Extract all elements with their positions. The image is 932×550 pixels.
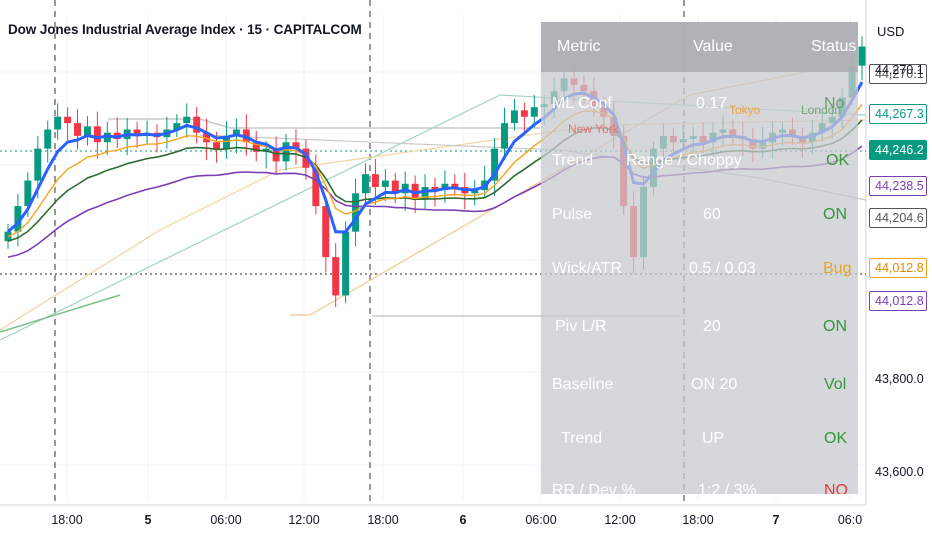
row-status: ON [823, 206, 847, 223]
candle-body [222, 135, 230, 149]
candle-body [421, 186, 429, 200]
row-value: 20 [703, 318, 721, 335]
candle-body [520, 110, 528, 117]
candle-body [64, 116, 72, 124]
candle-body [332, 257, 340, 296]
row-status: OK [826, 152, 850, 169]
candle-body [133, 129, 141, 136]
candle-body [252, 142, 260, 152]
row-value: 0.17 [696, 95, 728, 112]
row-metric: Trend [552, 152, 594, 169]
row-metric: Baseline [552, 376, 614, 393]
session-label-new-york: New York [568, 122, 619, 136]
candle-body [471, 190, 479, 194]
candle-body [173, 123, 181, 130]
x-tick-label: 18:00 [367, 513, 399, 527]
x-tick-label: 7 [772, 513, 780, 527]
row-metric: Pulse [552, 206, 593, 223]
candle-body [312, 167, 320, 207]
row-metric: Trend [561, 430, 603, 447]
y-tick-label: 43,600.0 [875, 465, 924, 479]
price-label-last: 44,246.2 [869, 140, 927, 160]
candle-body [451, 183, 459, 187]
x-tick-label: 5 [144, 513, 152, 527]
candle-body [322, 206, 330, 258]
trend-line-green [0, 294, 121, 333]
row-value: UP [702, 430, 725, 447]
candle-body [93, 126, 101, 143]
candle-body [232, 129, 240, 136]
session-label-tokyo: Tokyo [729, 103, 761, 117]
candle-body [282, 142, 290, 162]
currency-label[interactable]: USD [877, 24, 905, 39]
x-tick-label: 18:00 [682, 513, 714, 527]
price-label-high: 44,270.1 [869, 64, 927, 84]
candle-body [391, 180, 399, 194]
candle-body [193, 116, 201, 133]
candle-body [44, 129, 52, 149]
price-label-baseline: 44,238.5 [869, 176, 927, 196]
x-tick-label: 18:00 [51, 513, 83, 527]
candle-body [213, 142, 221, 149]
candle-body [858, 46, 866, 66]
price-label-support-orange: 44,012.8 [869, 258, 927, 278]
candle-body [501, 123, 508, 149]
row-value: 1:2 / 3% [698, 482, 757, 494]
x-tick-label: 06:0 [837, 513, 863, 527]
candle-body [83, 126, 91, 136]
row-metric: Piv L/R [555, 318, 607, 335]
row-value: 0.5 / 0.03 [689, 260, 756, 277]
chart-title: Dow Jones Industrial Average Index · 15 … [8, 22, 362, 37]
row-value: Range / Choppy [626, 152, 742, 169]
x-tick-label: 6 [459, 513, 467, 527]
candle-body [352, 193, 360, 232]
x-tick-label: 12:00 [288, 513, 320, 527]
candle-body [431, 186, 439, 191]
row-status: Vol [824, 376, 847, 393]
level-line [108, 118, 540, 129]
row-metric: Wick/ATR [552, 260, 622, 277]
candle-body [342, 231, 350, 296]
candle-body [272, 148, 280, 162]
candle-body [34, 148, 42, 181]
metrics-table-header [541, 22, 858, 72]
price-label-ema: 44,267.3 [869, 104, 927, 124]
y-tick-label: 44,270.1 [875, 63, 924, 77]
candle-body [510, 110, 518, 124]
row-status: No [824, 95, 845, 112]
candle-body [491, 148, 499, 181]
candle-body [74, 123, 81, 136]
metrics-table: Metric Value Status ML Conf 0.17 No Tren… [541, 22, 858, 494]
row-value: ON 20 [691, 376, 738, 393]
candle-body [54, 116, 62, 130]
row-metric: ML Conf [552, 95, 612, 112]
price-label-level: 44,204.6 [869, 208, 927, 228]
row-status: ON [823, 318, 847, 335]
header-value: Value [693, 38, 733, 55]
candle-body [14, 206, 22, 232]
row-metric: RR / Dev % [552, 482, 636, 494]
header-status: Status [811, 38, 857, 55]
session-label-london: London [801, 103, 842, 117]
row-status: Bug [823, 260, 852, 277]
row-status: OK [824, 430, 848, 447]
candle-body [292, 142, 300, 149]
row-value: 60 [703, 206, 721, 223]
x-tick-label: 12:00 [604, 513, 636, 527]
candle-body [183, 116, 191, 124]
candle-body [530, 107, 538, 117]
x-tick-label: 06:00 [525, 513, 557, 527]
candle-body [24, 180, 32, 207]
candle-body [371, 174, 379, 187]
price-label-support-purple: 44,012.8 [869, 291, 927, 311]
candle-body [362, 174, 369, 194]
row-status: NO [824, 482, 848, 494]
candle-body [203, 132, 211, 143]
candle-body [381, 180, 389, 187]
header-metric: Metric [557, 38, 601, 55]
x-tick-label: 06:00 [210, 513, 242, 527]
y-tick-label: 43,800.0 [875, 372, 924, 386]
